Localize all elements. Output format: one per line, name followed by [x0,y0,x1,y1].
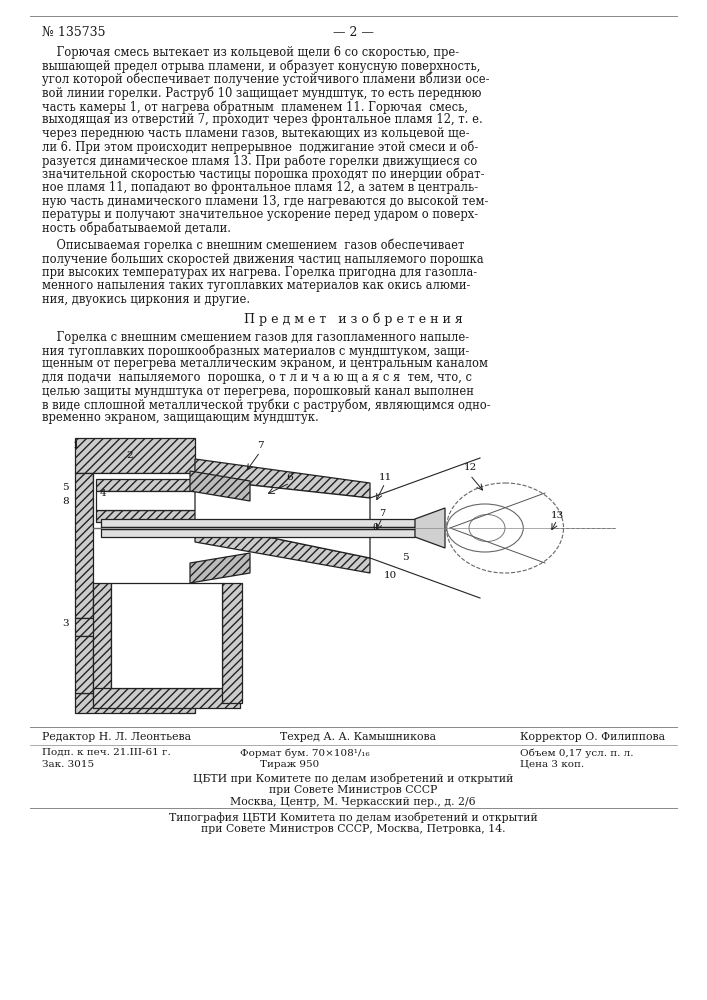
Text: пературы и получают значительное ускорение перед ударом о поверх-: пературы и получают значительное ускорен… [42,208,478,221]
Text: 13: 13 [550,512,563,520]
Text: 4: 4 [100,488,106,497]
Text: Техред А. А. Камышникова: Техред А. А. Камышникова [280,732,436,742]
Text: 12: 12 [463,464,477,473]
Bar [75,618,240,636]
Text: через переднюю часть пламени газов, вытекающих из кольцевой ще-: через переднюю часть пламени газов, выте… [42,127,469,140]
Text: 8: 8 [62,496,69,506]
Bar [96,479,205,491]
Bar [101,519,415,527]
Text: для подачи  напыляемого  порошка, о т л и ч а ю щ а я с я  тем, что, с: для подачи напыляемого порошка, о т л и … [42,371,472,384]
Bar [96,491,205,510]
Polygon shape [415,508,445,548]
Text: Корректор О. Филиппова: Корректор О. Филиппова [520,732,665,742]
Text: П р е д м е т   и з о б р е т е н и я: П р е д м е т и з о б р е т е н и я [244,312,462,326]
Text: Горючая смесь вытекает из кольцевой щели 6 со скоростью, пре-: Горючая смесь вытекает из кольцевой щели… [42,46,459,59]
Bar [111,583,222,688]
Text: ния тугоплавких порошкообразных материалов с мундштуком, защи-: ния тугоплавких порошкообразных материал… [42,344,469,358]
Text: Горелка с внешним смешением газов для газопламенного напыле-: Горелка с внешним смешением газов для га… [42,330,469,344]
Text: ли 6. При этом происходит непрерывное  поджигание этой смеси и об-: ли 6. При этом происходит непрерывное по… [42,140,478,154]
Text: Редактор Н. Л. Леонтьева: Редактор Н. Л. Леонтьева [42,732,191,742]
Bar [93,473,195,528]
Text: ную часть динамического пламени 13, где нагреваются до высокой тем-: ную часть динамического пламени 13, где … [42,194,489,208]
Bar [101,527,415,529]
Bar [93,688,240,708]
Text: вой линии горелки. Раструб 10 защищает мундштук, то есть переднюю: вой линии горелки. Раструб 10 защищает м… [42,87,481,100]
Text: выходящая из отверстий 7, проходит через фронтальное пламя 12, т. е.: выходящая из отверстий 7, проходит через… [42,113,483,126]
Text: временно экраном, защищающим мундштук.: временно экраном, защищающим мундштук. [42,412,319,424]
Text: щенным от перегрева металлическим экраном, и центральным каналом: щенным от перегрева металлическим экрано… [42,358,488,370]
Text: 11: 11 [378,474,392,483]
Text: вышающей предел отрыва пламени, и образует конусную поверхность,: вышающей предел отрыва пламени, и образу… [42,60,480,73]
Text: 7: 7 [257,442,263,450]
Text: Москва, Центр, М. Черкасский пер., д. 2/6: Москва, Центр, М. Черкасский пер., д. 2/… [230,797,476,807]
Text: ное пламя 11, попадают во фронтальное пламя 12, а затем в централь-: ное пламя 11, попадают во фронтальное пл… [42,181,478,194]
Text: в виде сплошной металлической трубки с раструбом, являющимся одно-: в виде сплошной металлической трубки с р… [42,398,491,412]
Polygon shape [190,471,250,501]
Text: Подп. к печ. 21.III-61 г.: Подп. к печ. 21.III-61 г. [42,748,171,757]
Text: часть камеры 1, от нагрева обратным  пламенем 11. Горючая  смесь,: часть камеры 1, от нагрева обратным плам… [42,100,468,113]
Text: 10: 10 [383,572,397,580]
Bar [75,636,93,693]
Text: № 135735: № 135735 [42,26,105,39]
Text: 2: 2 [127,452,134,460]
Text: 6: 6 [286,474,293,483]
Text: угол которой обеспечивает получение устойчивого пламени вблизи осе-: угол которой обеспечивает получение усто… [42,73,489,87]
Bar [222,583,242,703]
Text: ния, двуокись циркония и другие.: ния, двуокись циркония и другие. [42,293,250,306]
Text: значительной скоростью частицы порошка проходят по инерции обрат-: значительной скоростью частицы порошка п… [42,167,484,181]
Text: Формат бум. 70×108¹/₁₆: Формат бум. 70×108¹/₁₆ [240,748,370,758]
Text: Описываемая горелка с внешним смешением  газов обеспечивает: Описываемая горелка с внешним смешением … [42,239,464,252]
Text: при Совете Министров СССР, Москва, Петровка, 14.: при Совете Министров СССР, Москва, Петро… [201,824,506,834]
Text: при Совете Министров СССР: при Совете Министров СССР [269,785,437,795]
Text: ЦБТИ при Комитете по делам изобретений и открытий: ЦБТИ при Комитете по делам изобретений и… [193,773,513,784]
Text: Типография ЦБТИ Комитета по делам изобретений и открытий: Типография ЦБТИ Комитета по делам изобре… [169,812,537,823]
Polygon shape [195,459,370,498]
Text: 3: 3 [62,618,69,628]
Bar [96,510,205,522]
Bar [75,693,195,713]
Bar [75,438,195,473]
Text: 1: 1 [72,442,79,450]
Text: Объем 0,17 усл. п. л.: Объем 0,17 усл. п. л. [520,748,633,758]
Text: Тираж 950: Тираж 950 [260,760,320,769]
Text: целью защиты мундштука от перегрева, порошковый канал выполнен: целью защиты мундштука от перегрева, пор… [42,384,474,397]
Text: 5: 5 [62,483,69,491]
Text: менного напыления таких тугоплавких материалов как окись алюми-: менного напыления таких тугоплавких мате… [42,279,470,292]
Text: при высоких температурах их нагрева. Горелка пригодна для газопла-: при высоких температурах их нагрева. Гор… [42,266,477,279]
Text: разуется динамическое пламя 13. При работе горелки движущиеся со: разуется динамическое пламя 13. При рабо… [42,154,477,167]
Text: 5: 5 [402,554,409,562]
Bar [75,473,93,618]
Text: — 2 —: — 2 — [332,26,373,39]
Text: Зак. 3015: Зак. 3015 [42,760,94,769]
Text: 7: 7 [379,508,385,518]
Text: получение больших скоростей движения частиц напыляемого порошка: получение больших скоростей движения час… [42,252,484,266]
Text: Цена 3 коп.: Цена 3 коп. [520,760,584,769]
Polygon shape [195,479,370,558]
Bar [93,583,111,703]
Polygon shape [195,522,370,573]
Polygon shape [190,553,250,583]
Text: ность обрабатываемой детали.: ность обрабатываемой детали. [42,222,231,235]
Text: 0: 0 [372,524,378,532]
Bar [101,529,415,537]
